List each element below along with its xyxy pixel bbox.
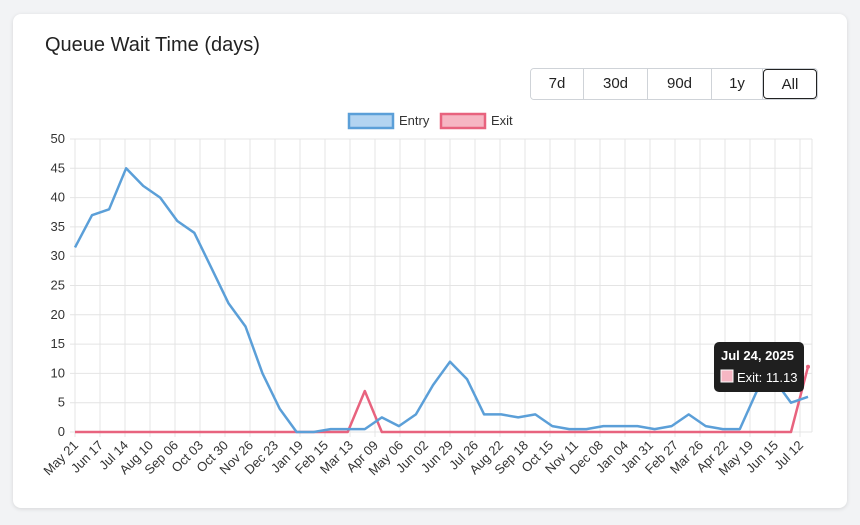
tooltip: Jul 24, 2025 Exit: 11.13 <box>714 342 804 392</box>
range-selector: 7d 30d 90d 1y All <box>530 68 818 100</box>
y-tick-label: 0 <box>58 424 65 439</box>
y-tick-label: 30 <box>51 248 65 263</box>
legend-label-exit: Exit <box>491 113 513 128</box>
chart-card: Queue Wait Time (days) 7d 30d 90d 1y All <box>13 14 847 508</box>
series-line-entry <box>73 167 809 434</box>
legend: Entry Exit <box>347 112 513 130</box>
y-tick-label: 5 <box>58 395 65 410</box>
y-tick-label: 10 <box>51 365 65 380</box>
tooltip-box <box>714 342 804 392</box>
series-layer <box>73 167 810 434</box>
tooltip-title: Jul 24, 2025 <box>721 348 794 363</box>
grid <box>70 138 813 437</box>
legend-swatch-exit <box>439 112 487 130</box>
y-tick-label: 20 <box>51 307 65 322</box>
range-1y-button[interactable]: 1y <box>712 69 763 99</box>
range-all-button[interactable]: All <box>763 69 817 99</box>
legend-label-entry: Entry <box>399 113 430 128</box>
range-30d-button[interactable]: 30d <box>584 69 648 99</box>
data-point-exit <box>806 364 810 369</box>
legend-item-exit[interactable]: Exit <box>439 112 513 130</box>
y-tick-label: 15 <box>51 336 65 351</box>
legend-swatch-entry <box>347 112 395 130</box>
range-7d-button[interactable]: 7d <box>531 69 584 99</box>
y-tick-label: 25 <box>51 278 65 293</box>
y-axis: 0 5 10 15 20 25 30 35 40 45 50 <box>51 131 65 439</box>
legend-item-entry[interactable]: Entry <box>347 112 430 130</box>
tooltip-swatch <box>720 369 734 383</box>
y-tick-label: 40 <box>51 190 65 205</box>
chart-title: Queue Wait Time (days) <box>45 34 260 56</box>
series-line-exit <box>75 366 810 434</box>
x-tick-label: Jul 12 <box>771 438 806 473</box>
y-tick-label: 35 <box>51 219 65 234</box>
y-tick-label: 50 <box>51 131 65 146</box>
tooltip-label: Exit: 11.13 <box>737 370 797 385</box>
range-90d-button[interactable]: 90d <box>648 69 712 99</box>
y-tick-label: 45 <box>51 160 65 175</box>
